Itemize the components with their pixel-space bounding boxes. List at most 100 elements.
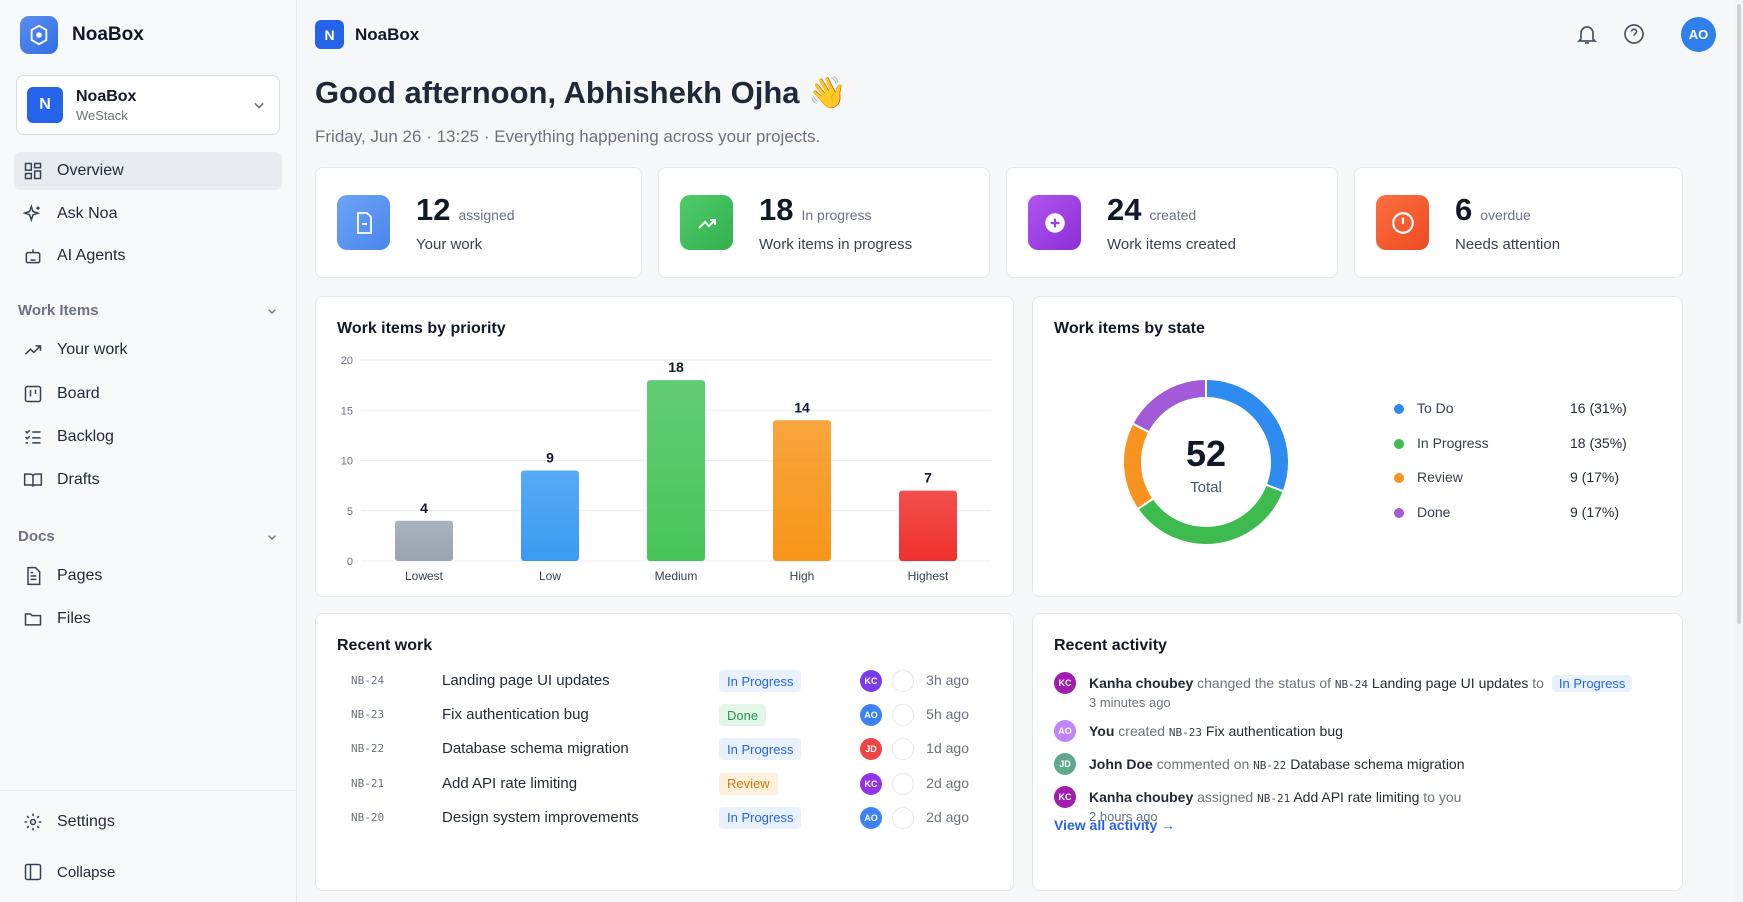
activity-avatar: AO <box>1054 720 1076 742</box>
sidebar-item-ai-agents[interactable]: AI Agents <box>14 237 282 275</box>
work-item-id: NB-21 <box>351 776 385 790</box>
section-work-items[interactable]: Work Items <box>18 302 280 319</box>
alert-icon <box>1376 195 1429 250</box>
sidebar-item-label: Backlog <box>57 428 114 445</box>
book-icon <box>23 473 43 487</box>
sidebar-item-backlog[interactable]: Backlog <box>14 418 282 456</box>
brand-name: NoaBox <box>72 24 144 45</box>
priority-chart-card: Work items by priority 0 5 10 15 20 4 Lowest 9 L… <box>315 296 1014 597</box>
state-chart-title: Work items by state <box>1054 320 1205 337</box>
activity-actor: John Doe <box>1089 756 1153 772</box>
legend-label: Done <box>1417 503 1451 520</box>
state-chart-card: Work items by state 52 Total To Do 16 (31%… <box>1032 296 1683 597</box>
y-tick-label: 10 <box>341 456 353 468</box>
x-tick-label: Low <box>539 569 561 583</box>
activity-text[interactable]: You created NB-23 Fix authentication bug <box>1089 723 1343 739</box>
recent-activity-title: Recent activity <box>1054 637 1167 654</box>
trend-icon <box>24 345 42 355</box>
view-all-activity-link[interactable]: View all activity → <box>1054 817 1176 833</box>
sidebar-item-ask-noa[interactable]: Ask Noa <box>14 195 282 233</box>
section-title: Work Items <box>18 302 99 319</box>
sidebar-item-pages[interactable]: Pages <box>14 557 282 595</box>
scrollbar-thumb[interactable] <box>1737 4 1741 624</box>
stat-card-in-progress[interactable]: 18 In progress Work items in progress <box>658 167 990 278</box>
board-icon <box>24 385 42 403</box>
recent-activity-card: Recent activity View all activity → KC Ka… <box>1032 613 1683 891</box>
stat-unit: assigned <box>458 207 515 223</box>
activity-text[interactable]: Kanha choubey changed the status of NB-2… <box>1089 675 1633 692</box>
bar-low <box>521 470 579 561</box>
sidebar-item-label: Files <box>57 610 91 627</box>
chevron-down-icon <box>268 308 276 314</box>
activity-verb: assigned <box>1197 789 1254 805</box>
activity-time: 3 minutes ago <box>1089 695 1171 710</box>
sidebar-brand[interactable]: NoaBox <box>20 16 144 54</box>
section-docs[interactable]: Docs <box>18 528 280 545</box>
status-badge: In Progress <box>1551 675 1633 692</box>
collapse-sidebar-button[interactable]: Collapse <box>14 853 282 891</box>
robot-icon <box>25 249 41 264</box>
legend-value: 9 (17%) <box>1570 469 1620 485</box>
stat-unit: overdue <box>1480 207 1531 223</box>
activity-tail: to you <box>1423 789 1462 805</box>
user-avatar[interactable]: AO <box>1681 17 1716 52</box>
work-item-title: Design system improvements <box>442 808 639 826</box>
assignee-placeholder <box>892 704 914 727</box>
recent-work-title: Recent work <box>337 637 433 654</box>
workspace-avatar: N <box>27 87 63 123</box>
activity-item-id: NB-23 <box>1168 726 1203 739</box>
x-tick-label: Medium <box>655 569 698 583</box>
sidebar: NoaBox N NoaBox WeStack Overview Ask Noa… <box>0 0 297 902</box>
activity-avatar: KC <box>1054 672 1076 694</box>
workspace-switcher[interactable]: N NoaBox WeStack <box>16 75 280 135</box>
stat-card-assigned[interactable]: 12 assigned Your work <box>315 167 642 278</box>
donut-slice-done <box>1131 377 1207 434</box>
recent-work-row[interactable]: NB-20 Design system improvements In Progre… <box>316 802 1013 836</box>
sidebar-divider <box>0 790 297 791</box>
activity-avatar: KC <box>1054 786 1076 808</box>
recent-work-row[interactable]: NB-21 Add API rate limiting Review KC 2d ago <box>316 768 1013 802</box>
bar-value-label: 7 <box>924 470 932 486</box>
sidebar-item-drafts[interactable]: Drafts <box>14 461 282 499</box>
y-tick-label: 15 <box>341 405 353 417</box>
legend-dot <box>1394 438 1404 449</box>
plus-circle-icon <box>1028 195 1081 250</box>
bell-icon[interactable] <box>1575 22 1599 46</box>
bar-highest <box>899 490 957 561</box>
legend-label: To Do <box>1417 400 1454 416</box>
sidebar-item-your-work[interactable]: Your work <box>14 331 282 369</box>
help-icon[interactable] <box>1622 22 1646 46</box>
work-item-time: 5h ago <box>926 706 969 723</box>
bar-value-label: 9 <box>546 450 554 466</box>
activity-text[interactable]: John Doe commented on NB-22 Database sch… <box>1089 756 1465 772</box>
sidebar-item-settings[interactable]: Settings <box>14 803 282 841</box>
x-tick-label: Highest <box>908 569 949 583</box>
assignee-avatar: KC <box>860 670 882 692</box>
document-icon <box>337 195 390 250</box>
sidebar-item-overview[interactable]: Overview <box>14 152 282 190</box>
stat-unit: created <box>1149 207 1197 223</box>
legend-label: In Progress <box>1417 434 1489 451</box>
legend-item: Review 9 (17%) <box>1394 468 1634 488</box>
collapse-label: Collapse <box>57 863 116 881</box>
sidebar-item-label: Board <box>57 385 100 402</box>
stat-card-created[interactable]: 24 created Work items created <box>1006 167 1338 278</box>
activity-text[interactable]: Kanha choubey assigned NB-21 Add API rat… <box>1089 789 1461 805</box>
recent-work-row[interactable]: NB-23 Fix authentication bug Done AO 5h ago <box>316 699 1013 733</box>
donut-slice-review <box>1122 422 1155 511</box>
work-item-id: NB-22 <box>351 742 385 756</box>
workspace-org: WeStack <box>76 107 128 123</box>
stat-card-overdue[interactable]: 6 overdue Needs attention <box>1354 167 1683 278</box>
assignee-placeholder <box>892 772 914 795</box>
recent-work-row[interactable]: NB-24 Landing page UI updates In Progress K… <box>316 665 1013 699</box>
work-item-time: 2d ago <box>926 774 969 791</box>
header-brand[interactable]: N NoaBox <box>315 20 419 49</box>
sidebar-item-board[interactable]: Board <box>14 375 282 413</box>
sidebar-item-files[interactable]: Files <box>14 600 282 638</box>
page-subtitle: Friday, Jun 26 · 13:25 · Everything happ… <box>315 127 821 146</box>
assignee-avatar: AO <box>860 806 882 829</box>
stat-value: 12 <box>416 192 451 227</box>
legend-dot <box>1394 473 1404 483</box>
recent-work-row[interactable]: NB-22 Database schema migration In Progres… <box>316 733 1013 767</box>
activity-item-id: NB-21 <box>1257 792 1291 805</box>
